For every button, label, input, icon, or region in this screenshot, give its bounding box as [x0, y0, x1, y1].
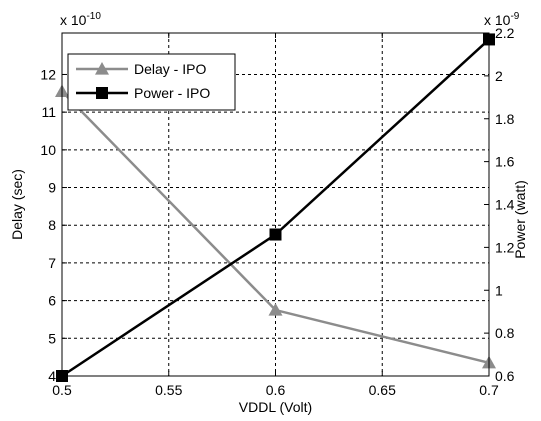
right-multiplier-base: x 10	[484, 12, 511, 28]
left-multiplier-base: x 10	[60, 12, 87, 28]
right-tick-label: 1.6	[495, 154, 515, 170]
left-y-axis-label: Delay (sec)	[9, 169, 25, 240]
grid	[62, 33, 489, 376]
x-tick-label: 0.6	[266, 382, 286, 398]
right-tick-label: 2	[495, 68, 503, 84]
x-axis: 0.5 0.55 0.6 0.65 0.7	[52, 33, 499, 398]
left-tick-label: 10	[40, 142, 56, 158]
left-multiplier-exponent: -10	[86, 11, 101, 22]
legend-entry: Power - IPO	[76, 85, 210, 101]
data-point	[269, 228, 282, 241]
left-tick-label: 12	[40, 66, 56, 82]
left-tick-label: 5	[48, 330, 56, 346]
right-axis-multiplier: x 10-9	[484, 11, 520, 28]
legend-box	[67, 53, 236, 111]
x-tick-label: 0.7	[479, 382, 499, 398]
right-tick-label: 2.2	[495, 25, 515, 41]
right-multiplier-exponent: -9	[510, 11, 519, 22]
left-tick-label: 4	[48, 368, 56, 384]
left-tick-label: 9	[48, 180, 56, 196]
right-tick-label: 1.8	[495, 111, 515, 127]
legend-entry: Delay - IPO	[76, 61, 206, 77]
legend: Delay - IPO Power - IPO	[67, 53, 236, 111]
left-tick-label: 7	[48, 255, 56, 271]
x-tick-label: 0.5	[52, 382, 72, 398]
right-tick-label: 1	[495, 282, 503, 298]
right-y-axis: 0.6 0.8 1 1.2 1.4 1.6 1.8 2 2.2	[484, 25, 515, 384]
left-tick-label: 6	[48, 293, 56, 309]
right-tick-label: 1.4	[495, 197, 515, 213]
left-tick-label: 8	[48, 217, 56, 233]
left-axis-multiplier: x 10-10	[60, 11, 101, 28]
legend-label: Delay - IPO	[134, 61, 206, 77]
right-y-axis-label: Power (watt)	[512, 180, 528, 259]
left-y-axis: 4 5 6 7 8 9 10 11 12	[40, 66, 67, 384]
legend-marker	[95, 62, 109, 75]
right-tick-label: 0.6	[495, 368, 515, 384]
legend-label: Power - IPO	[134, 85, 210, 101]
right-tick-label: 0.8	[495, 325, 515, 341]
right-tick-label: 1.2	[495, 239, 515, 255]
x-axis-label: VDDL (Volt)	[239, 399, 312, 415]
data-point	[268, 303, 283, 316]
x-tick-label: 0.65	[369, 382, 396, 398]
x-tick-label: 0.55	[155, 382, 182, 398]
legend-marker	[96, 87, 108, 99]
left-tick-label: 11	[41, 104, 56, 120]
